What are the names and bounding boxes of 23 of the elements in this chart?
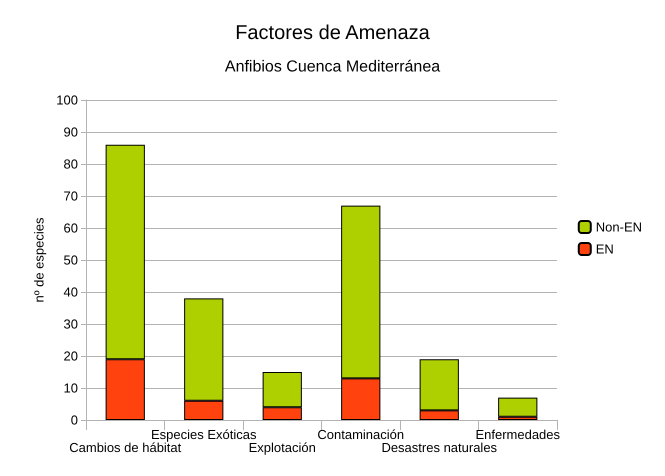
y-axis-title: nº de especies [31, 217, 46, 302]
y-tick-label: 60 [64, 220, 78, 236]
y-tick-label: 20 [64, 348, 78, 364]
x-tick-label: Enfermedades [475, 427, 561, 442]
x-tick-label: Especies Exóticas [151, 427, 257, 442]
y-tick-label: 100 [56, 92, 78, 108]
x-tick-label: Contaminación [317, 427, 404, 442]
y-tick-label: 0 [70, 412, 78, 428]
chart-subtitle: Anfibios Cuenca Mediterránea [224, 58, 440, 76]
legend-label: EN [596, 242, 614, 256]
y-tick-label: 40 [64, 284, 78, 300]
x-tick-label: Explotación [248, 440, 316, 455]
y-tick-label: 70 [64, 188, 78, 204]
y-tick-label: 90 [64, 124, 78, 140]
y-tick-label: 30 [64, 316, 78, 332]
chart-title: Factores de Amenaza [235, 22, 431, 44]
legend-label: Non-EN [596, 220, 642, 234]
bar [498, 398, 538, 417]
x-tick-label: Desastres naturales [381, 440, 498, 455]
x-tick-label: Cambios de hábitat [69, 440, 182, 455]
y-tick-label: 10 [64, 380, 78, 396]
y-tick-label: 80 [64, 156, 78, 172]
y-tick-label: 50 [64, 252, 78, 268]
